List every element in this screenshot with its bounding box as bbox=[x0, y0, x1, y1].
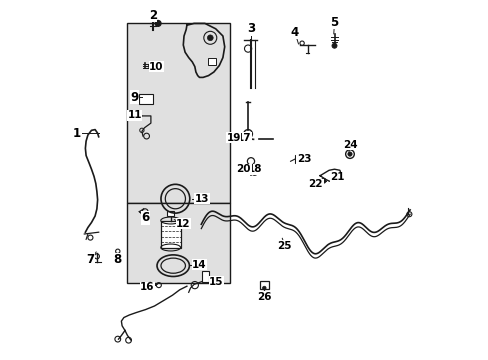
Text: 12: 12 bbox=[176, 219, 190, 229]
Text: 15: 15 bbox=[209, 276, 223, 287]
Bar bbox=[139, 94, 153, 104]
Text: 21: 21 bbox=[329, 172, 344, 182]
Circle shape bbox=[207, 35, 213, 41]
Text: 8: 8 bbox=[113, 253, 122, 266]
Circle shape bbox=[262, 286, 265, 290]
Text: 10: 10 bbox=[149, 62, 163, 72]
Bar bbox=[208, 58, 216, 65]
Text: 17: 17 bbox=[236, 132, 250, 143]
Bar bbox=[259, 281, 268, 289]
Text: 18: 18 bbox=[247, 164, 262, 174]
Text: 24: 24 bbox=[343, 140, 357, 150]
Bar bbox=[161, 220, 180, 248]
Text: 1: 1 bbox=[73, 127, 81, 140]
Text: 7: 7 bbox=[86, 253, 95, 266]
Circle shape bbox=[347, 152, 351, 156]
Text: 13: 13 bbox=[194, 194, 209, 204]
Text: 23: 23 bbox=[296, 154, 310, 164]
Bar bbox=[127, 203, 230, 283]
Text: 6: 6 bbox=[141, 211, 149, 224]
Text: 19: 19 bbox=[226, 132, 241, 143]
Text: 5: 5 bbox=[330, 16, 338, 29]
Text: 4: 4 bbox=[290, 26, 299, 39]
Text: 16: 16 bbox=[140, 282, 154, 292]
Circle shape bbox=[148, 63, 153, 68]
Bar bbox=[202, 271, 208, 282]
Bar bbox=[127, 23, 230, 203]
Text: 3: 3 bbox=[246, 22, 255, 35]
Text: 25: 25 bbox=[277, 240, 291, 251]
Circle shape bbox=[331, 43, 336, 48]
Text: 14: 14 bbox=[192, 260, 206, 270]
Text: 9: 9 bbox=[130, 91, 139, 104]
Bar bbox=[167, 211, 174, 216]
Text: 22: 22 bbox=[308, 179, 323, 189]
Circle shape bbox=[321, 178, 325, 183]
Bar bbox=[294, 155, 305, 163]
Text: 11: 11 bbox=[127, 110, 142, 120]
Text: 26: 26 bbox=[257, 292, 271, 302]
Text: 20: 20 bbox=[236, 164, 250, 174]
Circle shape bbox=[155, 21, 161, 26]
Text: 2: 2 bbox=[148, 9, 157, 22]
